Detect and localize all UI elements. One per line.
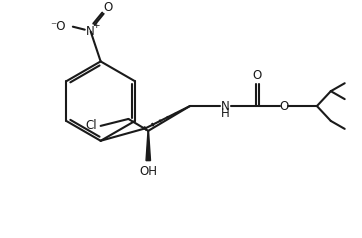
Text: H: H [221,108,230,120]
Text: O: O [103,1,112,14]
Polygon shape [146,131,151,161]
Text: OH: OH [139,165,157,178]
Text: N: N [221,99,230,113]
Text: Cl: Cl [85,119,97,132]
Text: N: N [87,25,95,38]
Text: +: + [92,21,100,30]
Text: ⁻O: ⁻O [50,20,66,33]
Text: O: O [279,99,289,113]
Text: O: O [253,69,262,82]
